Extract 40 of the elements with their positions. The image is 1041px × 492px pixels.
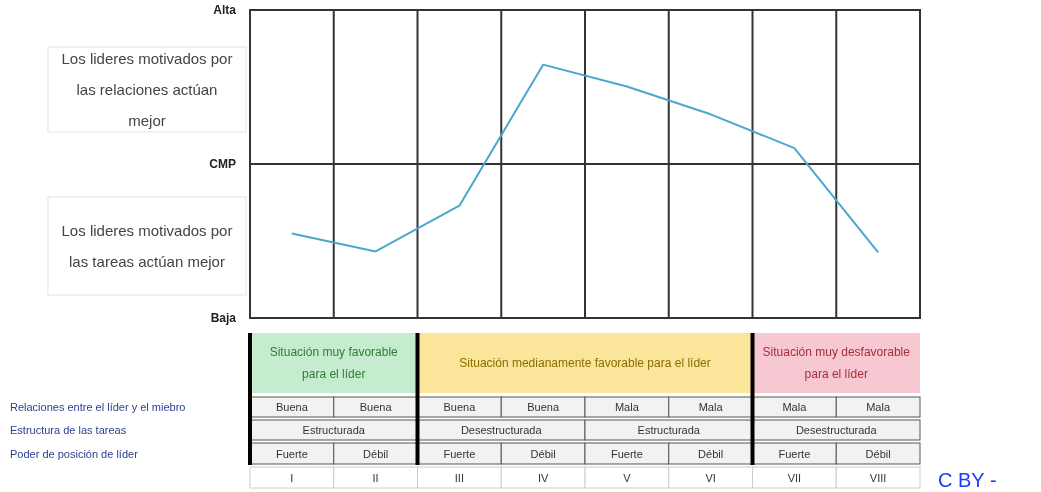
text: Buena <box>359 401 393 413</box>
text: Baja <box>210 311 237 325</box>
text: Estructurada <box>637 424 701 436</box>
x-tick-label: III <box>454 471 464 484</box>
text: C BY - <box>938 469 997 491</box>
text: Fuerte <box>778 447 811 460</box>
x-tick-label: I <box>290 471 294 484</box>
x-tick-label: V <box>623 471 632 484</box>
text: Mala <box>866 401 891 413</box>
text: Los lideres motivados por las tareas actúan mejor <box>61 221 233 270</box>
text: Estructura de las tareas <box>10 424 127 436</box>
text: Mala <box>614 401 640 413</box>
text: Fuerte <box>275 447 308 460</box>
x-tick-label: VIII <box>869 471 887 484</box>
text: Débil <box>865 447 891 460</box>
text: CMP <box>209 157 236 171</box>
text: Débil <box>530 447 556 460</box>
text: Relaciones entre el líder y el miebro <box>10 401 186 413</box>
text: Situación medianamente favorable para el líder <box>459 356 711 371</box>
text: Fuerte <box>610 447 643 460</box>
text: Desestructurada <box>795 424 878 436</box>
text: Desestructurada <box>460 424 543 436</box>
text: Fuerte <box>443 447 476 460</box>
text: Situación muy desfavorable para el líder <box>762 345 911 382</box>
text: Situación muy favorable para el líder <box>269 345 399 382</box>
x-tick-label: II <box>372 471 379 484</box>
text: Poder de posición de líder <box>10 447 139 460</box>
text: Débil <box>698 447 724 460</box>
x-tick-label: VII <box>787 471 802 484</box>
text: Buena <box>443 401 477 413</box>
text: Buena <box>275 401 309 413</box>
text: Los lideres motivados por las relaciones actúan mejor <box>61 49 233 129</box>
text: Mala <box>698 401 724 413</box>
x-tick-label: VI <box>705 471 716 484</box>
text: Buena <box>527 401 560 413</box>
x-tick-label: IV <box>537 471 549 484</box>
text: Alta <box>213 3 237 17</box>
text: Estructurada <box>302 424 366 436</box>
text: Débil <box>363 447 389 460</box>
text: Mala <box>782 401 808 413</box>
